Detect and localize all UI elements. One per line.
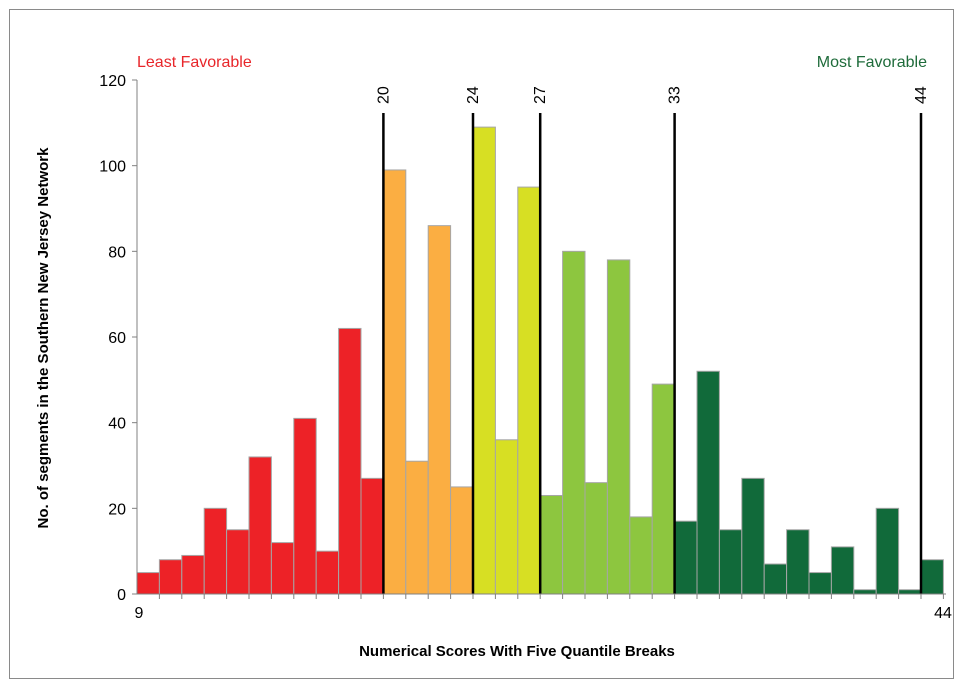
y-tick-label: 100 — [99, 159, 126, 176]
bar — [382, 169, 407, 595]
quantile-break-label: 44 — [913, 86, 930, 104]
bar — [808, 572, 832, 595]
bar — [226, 529, 250, 595]
bar — [629, 516, 653, 595]
bar — [203, 507, 228, 595]
bar — [472, 126, 496, 595]
y-tick-label: 60 — [108, 330, 126, 347]
x-tick-start: 9 — [135, 605, 144, 622]
bar — [830, 546, 855, 595]
bar — [853, 589, 877, 595]
bar — [898, 589, 922, 595]
quantile-breaks-group: 20 24 27 33 44 — [375, 86, 930, 594]
bar — [181, 554, 205, 595]
bar — [494, 439, 519, 595]
bar — [786, 529, 810, 595]
bar — [651, 383, 676, 595]
bar — [539, 494, 564, 595]
quantile-break-label: 33 — [667, 86, 684, 104]
bar — [450, 486, 474, 595]
y-tick-label: 20 — [108, 501, 126, 518]
bar — [405, 460, 429, 595]
bar — [718, 529, 743, 595]
bar — [427, 225, 452, 595]
bar — [270, 542, 295, 595]
bar — [606, 259, 631, 595]
most-favorable-label: Most Favorable — [817, 54, 927, 71]
bar — [696, 370, 720, 595]
y-tick-label: 80 — [108, 244, 126, 261]
bar — [136, 572, 160, 595]
least-favorable-label: Least Favorable — [137, 54, 252, 71]
bar — [158, 559, 183, 595]
bar — [875, 507, 900, 595]
x-axis-title: Numerical Scores With Five Quantile Brea… — [359, 643, 675, 660]
y-tick-label: 120 — [99, 73, 126, 90]
quantile-break-label: 24 — [465, 86, 482, 104]
y-ticks-group: 0 20 40 60 80 100 120 — [99, 73, 137, 604]
y-axis-title: No. of segments in the Southern New Jers… — [35, 147, 52, 529]
bar — [338, 327, 362, 595]
y-tick-label: 0 — [117, 587, 126, 604]
bar — [562, 250, 586, 595]
quantile-break-label: 27 — [532, 86, 549, 104]
bar — [763, 563, 788, 595]
bar — [920, 559, 944, 595]
bar — [315, 550, 340, 595]
bar — [584, 482, 608, 595]
bar — [248, 456, 272, 595]
bar — [517, 186, 541, 595]
x-tick-end: 44 — [934, 605, 952, 622]
bar — [293, 417, 317, 595]
bar — [360, 477, 384, 595]
y-tick-label: 40 — [108, 416, 126, 433]
bar — [674, 520, 698, 595]
bar — [741, 477, 765, 595]
quantile-break-label: 20 — [375, 86, 392, 104]
